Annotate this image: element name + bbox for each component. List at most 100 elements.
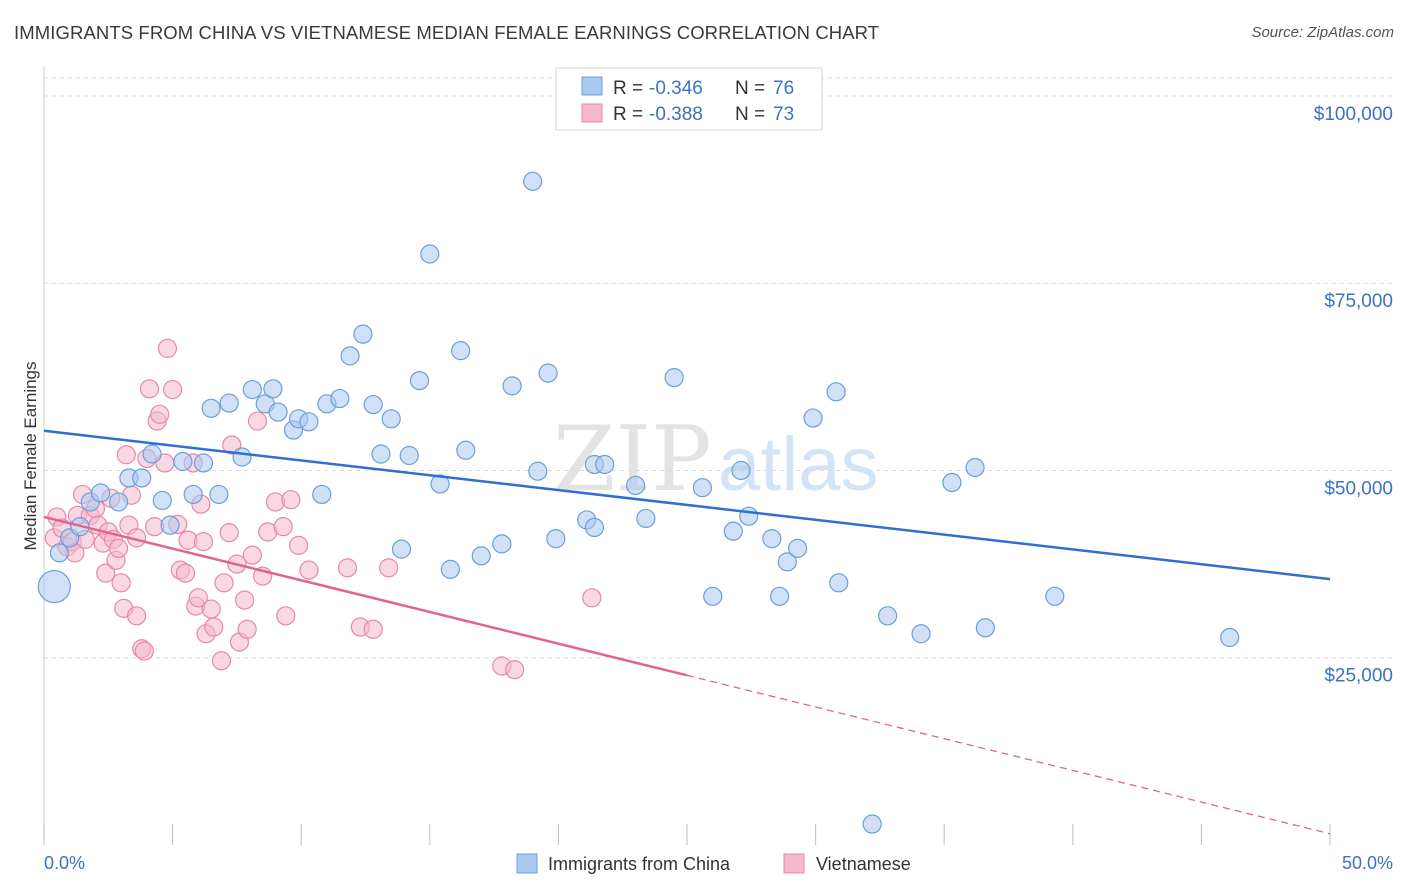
point-vietnamese (111, 573, 131, 593)
x-tick-label-max: 50.0% (1342, 853, 1393, 873)
point-vietnamese (582, 588, 602, 608)
point-vietnamese (235, 590, 255, 610)
point-china (965, 457, 985, 478)
point-china (625, 475, 646, 496)
point-china (242, 379, 262, 400)
point-china (523, 171, 543, 191)
y-tick-label: $25,000 (1324, 666, 1393, 687)
point-vietnamese (139, 379, 160, 399)
point-china (49, 543, 70, 563)
point-china (219, 393, 239, 413)
point-china (692, 478, 713, 498)
point-china (1220, 627, 1240, 648)
point-china (90, 483, 111, 503)
point-china (664, 368, 684, 388)
point-china (492, 534, 512, 554)
point-china (132, 468, 152, 488)
point-china (451, 341, 471, 361)
point-china (975, 618, 995, 638)
point-vietnamese (363, 619, 383, 639)
point-china (636, 508, 656, 529)
point-vietnamese (157, 338, 178, 358)
point-china (546, 529, 566, 549)
point-china (353, 324, 373, 344)
point-vietnamese (134, 641, 154, 661)
legend-swatch-china (581, 76, 603, 96)
point-china (299, 412, 319, 432)
bottom-legend: Immigrants from China Vietnamese (516, 853, 911, 874)
point-china (340, 346, 360, 366)
y-tick-label: $50,000 (1324, 478, 1393, 499)
legend-r-value-china: -0.346 (649, 78, 703, 99)
point-vietnamese (108, 538, 129, 558)
bottom-legend-label-china: Immigrants from China (548, 854, 731, 874)
point-vietnamese (273, 517, 293, 537)
x-tick-label-min: 0.0% (44, 853, 85, 873)
point-china (420, 244, 440, 264)
grid-layer (44, 77, 1393, 659)
point-china (703, 586, 723, 606)
point-china (942, 472, 962, 493)
point-vietnamese (116, 445, 136, 465)
point-china (595, 454, 615, 475)
point-china (723, 521, 743, 541)
point-china (471, 546, 491, 566)
point-vietnamese (204, 617, 224, 637)
point-china (391, 539, 412, 559)
point-vietnamese (175, 563, 196, 583)
points-layer (37, 171, 1240, 834)
point-china (193, 453, 214, 473)
legend-n-value-vietnamese: 73 (773, 104, 794, 125)
legend-swatch-vietnamese (581, 103, 603, 123)
point-china (152, 490, 172, 511)
point-china (399, 445, 419, 466)
point-vietnamese (126, 606, 147, 626)
chart-title: IMMIGRANTS FROM CHINA VS VIETNAMESE MEDI… (14, 22, 880, 43)
point-china (826, 382, 846, 402)
y-axis-label: Median Female Earnings (21, 362, 40, 551)
point-vietnamese (150, 404, 170, 424)
point-china (430, 474, 450, 494)
point-china (201, 398, 221, 418)
trend-line-dashed-vietnamese (686, 674, 1331, 835)
point-china (37, 569, 71, 604)
point-china (263, 379, 283, 399)
point-china (803, 408, 823, 428)
point-vietnamese (214, 573, 234, 593)
point-china (538, 363, 558, 383)
point-china (731, 460, 751, 481)
point-china (409, 370, 430, 391)
point-china (456, 440, 476, 460)
point-vietnamese (276, 606, 296, 626)
point-vietnamese (299, 560, 319, 580)
point-china (183, 484, 203, 505)
point-vietnamese (163, 379, 183, 400)
point-vietnamese (337, 558, 358, 578)
chart-source: Source: ZipAtlas.com (1251, 24, 1394, 41)
point-vietnamese (237, 619, 257, 639)
bottom-legend-swatch-vietnamese (783, 853, 805, 874)
point-china (862, 814, 882, 834)
point-china (381, 409, 401, 429)
point-china (769, 586, 790, 606)
point-china (739, 506, 759, 526)
watermark-zip: ZIP (553, 407, 712, 512)
legend: R = -0.346 N = 76 R = -0.388 N = 73 (555, 67, 823, 131)
point-china (878, 606, 898, 626)
point-china (762, 529, 782, 549)
point-china (911, 624, 931, 644)
point-china (108, 492, 129, 512)
trend-line-china (43, 429, 1331, 581)
point-vietnamese (242, 545, 262, 565)
point-china (142, 444, 162, 464)
point-china (209, 484, 229, 505)
point-china (371, 444, 391, 464)
point-china (502, 376, 522, 396)
bottom-legend-label-vietnamese: Vietnamese (816, 854, 911, 874)
point-vietnamese (379, 558, 399, 578)
point-china (363, 394, 383, 415)
trend-line-vietnamese (43, 515, 688, 677)
point-vietnamese (211, 651, 232, 671)
point-china (1045, 586, 1065, 606)
